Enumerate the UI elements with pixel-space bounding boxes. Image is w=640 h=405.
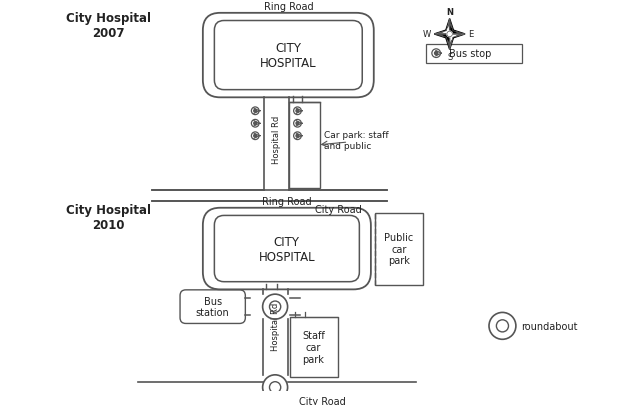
Bar	[426, 45, 522, 64]
Text: E: E	[468, 30, 473, 39]
Text: CITY
HOSPITAL: CITY HOSPITAL	[259, 235, 315, 263]
Text: City Hospital
2007: City Hospital 2007	[67, 12, 151, 40]
Text: City Road: City Road	[315, 205, 362, 214]
Text: CITY
HOSPITAL: CITY HOSPITAL	[260, 42, 317, 70]
Text: S: S	[447, 53, 452, 62]
Circle shape	[296, 135, 299, 138]
Text: Hospital Rd: Hospital Rd	[271, 302, 280, 350]
Circle shape	[296, 122, 299, 126]
Polygon shape	[435, 35, 450, 50]
Text: Public
car
park: Public car park	[384, 232, 413, 266]
Text: Hospital Rd: Hospital Rd	[272, 115, 281, 163]
Polygon shape	[450, 19, 465, 35]
Text: roundabout: roundabout	[521, 321, 577, 331]
Text: W: W	[423, 30, 431, 39]
Text: Ring Road: Ring Road	[264, 2, 313, 12]
Circle shape	[435, 52, 438, 55]
Text: Bus
station: Bus station	[196, 296, 230, 318]
Bar	[289, 318, 337, 377]
Circle shape	[254, 122, 257, 126]
Polygon shape	[435, 19, 450, 35]
Bar	[375, 213, 423, 285]
Text: Staff
car
park: Staff car park	[302, 330, 325, 364]
Text: Car park: staff
and public: Car park: staff and public	[324, 131, 389, 150]
Polygon shape	[450, 35, 465, 50]
Polygon shape	[435, 19, 465, 50]
Circle shape	[296, 110, 299, 113]
Circle shape	[254, 135, 257, 138]
Text: City Hospital
2010: City Hospital 2010	[67, 203, 151, 231]
Circle shape	[254, 110, 257, 113]
Text: Ring Road: Ring Road	[262, 196, 312, 206]
Text: N: N	[446, 8, 453, 17]
Bar	[289, 103, 319, 188]
Text: City Road: City Road	[299, 396, 346, 405]
Circle shape	[447, 32, 452, 38]
Text: Bus stop: Bus stop	[449, 49, 491, 59]
